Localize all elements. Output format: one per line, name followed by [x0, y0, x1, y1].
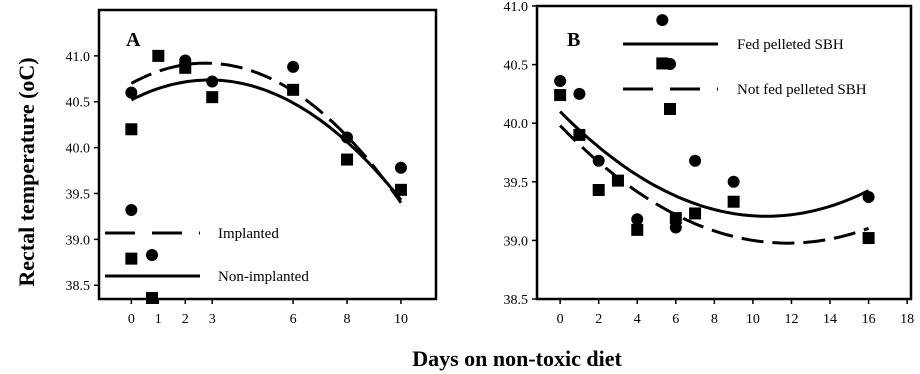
panel-b-legend-marker [664, 103, 676, 115]
panel-a-fit-dashed [130, 61, 403, 204]
panel-b-point-circle [631, 213, 644, 226]
panel-b-point-circle [862, 191, 875, 204]
panel-a-xtick-label: 2 [182, 312, 189, 327]
panel-b-ytick-label: 39.0 [504, 234, 529, 249]
panel-a-point-square [179, 61, 192, 74]
panel-a-point-circle [394, 161, 407, 174]
panel-a-ytick-label: 39.5 [66, 187, 91, 202]
panel-a-point-square [394, 183, 407, 196]
panel-b-fit-dashed [559, 124, 870, 245]
panel-b-xtick-label: 4 [634, 312, 641, 327]
panel-a-ytick-label: 40.5 [66, 96, 91, 111]
panel-b-xtick-label: 16 [862, 312, 876, 327]
panel-a-legend-label: Non-implanted [218, 269, 309, 285]
panel-a-letter: A [126, 29, 141, 51]
panel-b-ytick-label: 40.5 [504, 59, 529, 74]
panel-a-point-square [341, 153, 354, 166]
panel-b-point-circle [573, 87, 586, 100]
panel-a-xtick-label: 10 [394, 312, 408, 327]
panel-b-point-circle [656, 14, 669, 27]
panel-a-legend-marker [146, 249, 158, 261]
panel-b-ytick-label: 41.0 [504, 0, 529, 15]
panel-a-xtick-label: 3 [209, 312, 216, 327]
panel-b-xtick-label: 2 [595, 312, 602, 327]
panel-b-xtick-label: 6 [672, 312, 679, 327]
panel-b-point-square [573, 128, 586, 141]
panel-a-legend-marker [146, 292, 158, 304]
panel-b-point-square [656, 57, 669, 70]
panel-b-point-circle [689, 154, 702, 167]
panel-a-frame [97, 8, 438, 301]
panel-a-point-circle [125, 204, 138, 217]
panel-b-frame [535, 4, 913, 301]
panel-a-point-circle [287, 60, 300, 73]
panel-b-legend-label: Fed pelleted SBH [737, 37, 844, 53]
panel-b-point-square [592, 184, 605, 197]
panel-a-point-square [125, 123, 138, 136]
x-axis-title: Days on non-toxic diet [412, 346, 622, 371]
panel-b-ytick-label: 38.5 [504, 293, 529, 308]
panel-b-xtick-label: 18 [900, 312, 914, 327]
panel-a-point-square [206, 91, 219, 104]
panel-a-xtick-label: 1 [155, 312, 162, 327]
panel-b-point-circle [669, 221, 682, 234]
panel-b-point-square [862, 232, 875, 245]
panel-a-point-square [152, 49, 165, 62]
panel-b-point-square [631, 223, 644, 236]
panel-b-xtick-label: 14 [823, 312, 837, 327]
panel-b-point-square [689, 207, 702, 220]
panel-b-xtick-label: 12 [784, 312, 798, 327]
panel-a-point-square [287, 83, 300, 96]
panel-b-xtick-label: 10 [746, 312, 760, 327]
panel-b-xtick-label: 8 [711, 312, 718, 327]
panel-b-point-circle [554, 75, 567, 88]
panel-a-xtick-label: 0 [128, 312, 135, 327]
panel-a-chart: 38.5 39.0 39.5 40.0 40.5 41.0 0 1 2 3 6 8 10 A Implant… [66, 8, 438, 327]
panel-b-ytick-label: 39.5 [504, 176, 529, 191]
panel-a-legend-label: Implanted [218, 226, 279, 242]
panel-b-legend-label: Not fed pelleted SBH [737, 82, 867, 98]
panel-a-xtick-label: 6 [290, 312, 297, 327]
panel-a-ytick-label: 41.0 [66, 50, 91, 65]
panel-b-letter: B [567, 29, 580, 51]
panel-b-point-square [611, 174, 624, 187]
panel-b-fit-solid [559, 110, 870, 218]
panel-b-chart: 38.5 39.0 39.5 40.0 40.5 41.0 0 2 4 6 8 10 12 14 16 18 B… [504, 0, 915, 327]
panel-a-ytick-label: 38.5 [66, 279, 91, 294]
panel-a-ytick-label: 39.0 [66, 233, 91, 248]
panel-b-point-circle [727, 175, 740, 188]
panel-a-ytick-label: 40.0 [66, 142, 91, 157]
panel-a-point-square [125, 252, 138, 265]
panel-a-xtick-label: 8 [344, 312, 351, 327]
panel-b-point-square [727, 195, 740, 208]
y-axis-title: Rectal temperature (oC) [14, 57, 39, 286]
panel-b-xtick-label: 0 [557, 312, 564, 327]
panel-b-point-square [554, 89, 567, 102]
panel-b-point-square [669, 212, 682, 225]
panel-a-fit-solid [130, 78, 403, 201]
panel-a-point-circle [125, 86, 138, 99]
panel-b-ytick-label: 40.0 [504, 117, 529, 132]
